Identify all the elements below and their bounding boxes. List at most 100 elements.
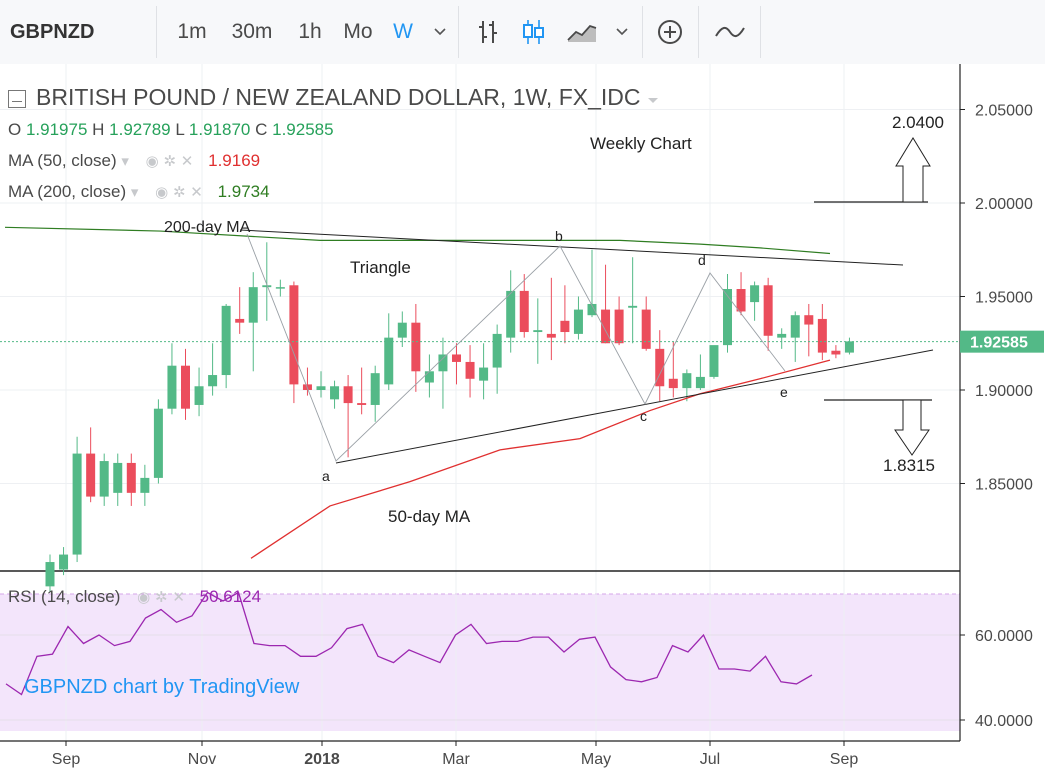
price-tick-label: 1.95000 [975, 290, 1033, 307]
bar-chart-button[interactable] [470, 0, 506, 64]
toolbar-divider [156, 6, 157, 58]
last-price-label: 1.92585 [970, 335, 1028, 352]
candle-body [221, 305, 231, 376]
open-label: O [8, 120, 22, 139]
candle-body [587, 303, 597, 316]
candle-body [668, 378, 678, 389]
close-icon[interactable]: ✕ [180, 153, 194, 170]
add-indicator-button[interactable] [652, 0, 688, 64]
wave-point-label: e [780, 384, 788, 400]
time-tick-label: Sep [830, 751, 859, 768]
close-value: 1.92585 [272, 120, 334, 139]
candle-body [573, 309, 583, 334]
dropdown-icon[interactable] [647, 95, 659, 105]
interval-w[interactable]: W [393, 20, 413, 43]
ma200-line [4, 226, 831, 255]
low-value: 1.91870 [188, 120, 251, 139]
ma200-value: 1.9734 [217, 182, 270, 201]
down-arrow-icon [894, 399, 930, 456]
ma200-label[interactable]: MA (200, close) [8, 182, 127, 201]
time-tick-label: Mar [442, 751, 470, 768]
low-label: L [175, 120, 185, 139]
toolbar-divider [642, 6, 643, 58]
candle-body [682, 373, 692, 389]
candle-body [533, 330, 543, 333]
chart-title-row: BRITISH POUND / NEW ZEALAND DOLLAR, 1W, … [8, 84, 659, 111]
interval-dropdown[interactable] [426, 0, 454, 64]
candle-body [113, 462, 123, 493]
dropdown-icon [434, 28, 446, 36]
candle-body [804, 315, 814, 325]
candle-body [248, 287, 258, 323]
rsi-band [0, 594, 960, 731]
wave-point-label: c [640, 408, 647, 424]
candle-body [153, 408, 163, 478]
dropdown-icon[interactable]: ▾ [130, 184, 139, 201]
candle-body [126, 462, 136, 493]
candle-body [479, 367, 489, 381]
up-arrow-icon [895, 137, 931, 203]
candle-body [641, 309, 651, 349]
price-tick-label: 1.90000 [975, 383, 1033, 400]
toolbar-divider [458, 6, 459, 58]
candle-body [357, 403, 367, 405]
wave-point-label: d [698, 252, 706, 268]
toolbar: GBPNZD 1m 30m 1h Mo W [0, 0, 1045, 65]
price-tick-label: 1.85000 [975, 477, 1033, 494]
price-tick-label: 2.00000 [975, 196, 1033, 213]
candle-body [99, 461, 109, 497]
close-icon[interactable]: ✕ [172, 589, 185, 606]
settings-icon[interactable]: ✲ [172, 184, 186, 201]
candle-body [831, 350, 841, 355]
candle-body [763, 285, 773, 336]
settings-icon[interactable]: ✲ [155, 589, 168, 606]
interval-1h[interactable]: 1h [298, 20, 322, 43]
dropdown-icon [616, 28, 628, 36]
dropdown-icon[interactable]: ▾ [121, 153, 129, 170]
visibility-icon[interactable]: ◉ [145, 153, 159, 170]
visibility-icon[interactable]: ◉ [137, 589, 151, 606]
indicators-button[interactable] [710, 0, 750, 64]
candle-body [601, 309, 611, 344]
candle-body [438, 354, 448, 372]
rsi-label[interactable]: RSI (14, close) [8, 587, 121, 606]
candle-body [72, 453, 82, 555]
open-value: 1.91975 [25, 120, 88, 139]
time-tick-label: May [581, 751, 611, 768]
candle-body [560, 320, 570, 333]
interval-1m[interactable]: 1m [177, 20, 207, 43]
settings-icon[interactable]: ✲ [163, 153, 177, 170]
time-tick-label: Nov [188, 751, 216, 768]
candle-body [519, 290, 529, 333]
candle-body [736, 289, 746, 312]
chart-type-dropdown[interactable] [608, 0, 636, 64]
ma50-label[interactable]: MA (50, close) [8, 151, 117, 170]
chart-title: BRITISH POUND / NEW ZEALAND DOLLAR, 1W, … [36, 84, 641, 110]
close-label: C [255, 120, 268, 139]
triangle-lower-line [335, 349, 934, 464]
candle-body [262, 285, 272, 288]
area-chart-button[interactable] [562, 0, 602, 64]
watermark[interactable]: GBPNZD chart by TradingView [24, 676, 300, 698]
chart-area[interactable]: 2.05000 2.00000 1.95000 1.90000 1.85000 60.00… [0, 64, 1045, 775]
candle-body [140, 477, 150, 493]
time-tick-label: Sep [52, 751, 81, 768]
interval-30m[interactable]: 30m [231, 20, 273, 43]
close-icon[interactable]: ✕ [190, 184, 203, 201]
candle-body [384, 337, 394, 385]
symbol-search[interactable]: GBPNZD [10, 20, 95, 43]
pattern-label: Triangle [350, 258, 411, 277]
rsi-line [5, 591, 813, 696]
triangle-upper-line [239, 229, 904, 266]
candle-body [695, 376, 705, 389]
collapse-icon[interactable] [8, 89, 26, 108]
candle-body [546, 333, 556, 338]
interval-mo[interactable]: Mo [343, 20, 373, 43]
candle-body [750, 285, 760, 303]
candle-body [330, 386, 340, 400]
candle-chart-button[interactable] [516, 0, 552, 64]
time-tick-label: Jul [700, 751, 720, 768]
upper-target-label: 2.0400 [892, 113, 944, 132]
last-price-tag [960, 330, 1044, 353]
visibility-icon[interactable]: ◉ [155, 184, 169, 201]
